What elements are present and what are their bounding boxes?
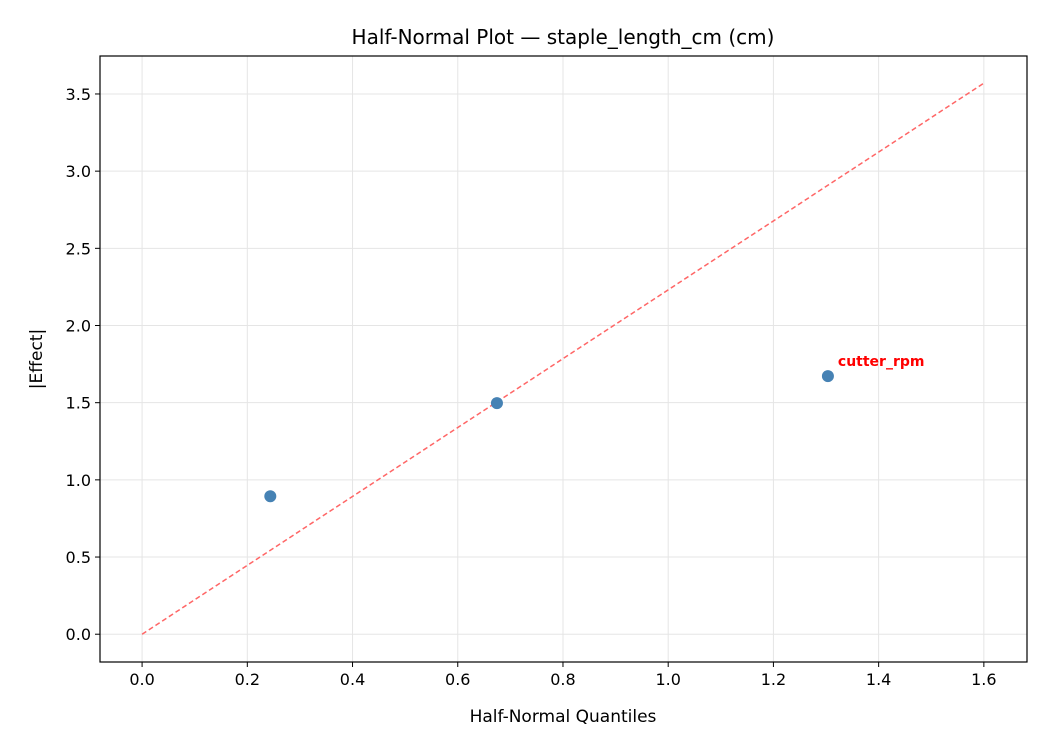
x-tick-label: 1.2 <box>761 670 786 689</box>
chart-title: Half-Normal Plot — staple_length_cm (cm) <box>352 25 775 49</box>
y-tick-label: 3.5 <box>66 85 91 104</box>
x-tick-label: 1.0 <box>655 670 680 689</box>
x-ticks: 0.0 0.2 0.4 0.6 0.8 1.0 1.2 1.4 1.6 <box>129 662 997 689</box>
plot-frame <box>99 55 1028 663</box>
point-annotation: cutter_rpm <box>838 354 925 370</box>
x-tick-label: 1.6 <box>971 670 996 689</box>
y-tick-label: 2.5 <box>66 239 91 258</box>
points-group: cutter_rpm <box>264 354 925 503</box>
y-tick-label: 1.5 <box>66 394 91 413</box>
x-tick-label: 0.2 <box>235 670 260 689</box>
data-point <box>264 490 277 503</box>
x-tick-label: 1.4 <box>866 670 891 689</box>
grid <box>100 56 1027 662</box>
y-tick-label: 1.0 <box>66 471 91 490</box>
x-axis-label: Half-Normal Quantiles <box>470 707 657 727</box>
x-tick-label: 0.4 <box>340 670 365 689</box>
y-tick-label: 2.0 <box>66 317 91 336</box>
y-tick-label: 0.0 <box>66 625 91 644</box>
y-axis-label: |Effect| <box>27 329 47 389</box>
y-tick-label: 0.5 <box>66 548 91 567</box>
y-tick-label: 3.0 <box>66 162 91 181</box>
x-tick-label: 0.0 <box>129 670 154 689</box>
x-tick-label: 0.6 <box>445 670 470 689</box>
data-point <box>821 370 834 383</box>
y-ticks: 0.0 0.5 1.0 1.5 2.0 2.5 3.0 3.5 <box>66 85 100 644</box>
data-point <box>490 397 503 410</box>
x-tick-label: 0.8 <box>550 670 575 689</box>
